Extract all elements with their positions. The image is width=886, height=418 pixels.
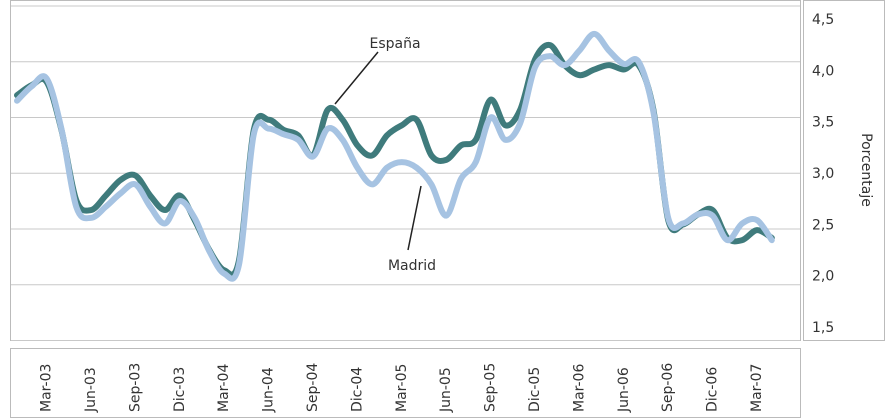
- x-tick-label: Jun-03: [83, 367, 99, 413]
- x-tick-label: Dic-04: [349, 367, 365, 412]
- y-tick-label: 4,5: [812, 12, 834, 28]
- x-tick-label: Sep-03: [127, 363, 143, 412]
- y-tick-label: 2,0: [812, 269, 834, 285]
- series-label: España: [369, 36, 420, 52]
- x-tick-label: Mar-03: [39, 364, 55, 412]
- x-tick-label: Sep-05: [483, 363, 499, 412]
- y-tick-label: 3,0: [812, 166, 834, 182]
- series-line: [14, 30, 775, 282]
- x-tick-label: Sep-06: [660, 363, 676, 412]
- x-tick-label: Dic-05: [527, 367, 543, 412]
- y-tick-label: 2,5: [812, 217, 834, 233]
- y-tick-label: 3,5: [812, 115, 834, 131]
- x-tick-label: Jun-05: [438, 367, 454, 413]
- y-tick-label: 4,0: [812, 63, 834, 79]
- annotation-pointer: [407, 185, 422, 251]
- series-label: Madrid: [388, 258, 436, 274]
- x-tick-label: Jun-04: [261, 367, 277, 413]
- x-tick-label: Mar-05: [394, 364, 410, 412]
- y-axis-title: Porcentaje: [858, 133, 874, 207]
- annotation-pointer: [334, 51, 379, 105]
- x-tick-label: Mar-06: [571, 364, 587, 412]
- x-tick-label: Mar-04: [216, 364, 232, 412]
- x-tick-label: Mar-07: [749, 364, 765, 412]
- x-tick-label: Dic-03: [172, 367, 188, 412]
- y-tick-label: 1,5: [812, 320, 834, 336]
- x-tick-label: Jun-06: [616, 367, 632, 413]
- x-tick-label: Dic-06: [705, 367, 721, 412]
- y-axis-panel: [803, 0, 885, 341]
- x-tick-label: Sep-04: [305, 363, 321, 412]
